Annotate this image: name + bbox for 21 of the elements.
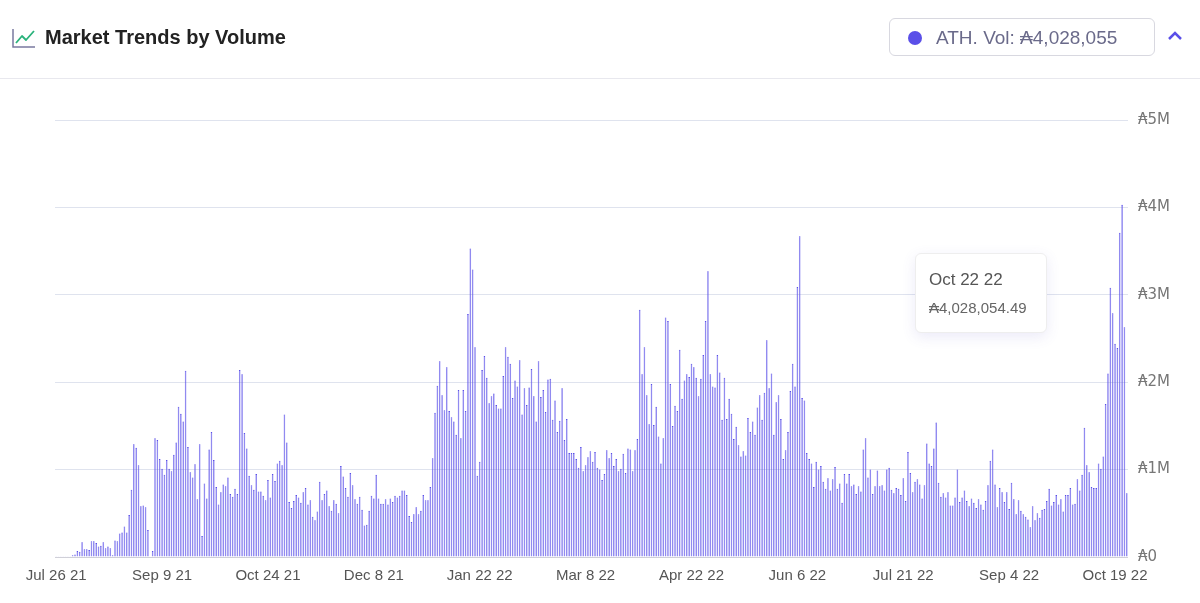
x-tick-label: Sep 9 21 [132,566,193,584]
annotation: ₳4,028,054.49 [929,299,1028,316]
text: ATH. Vol: ₳4,028,055 [889,18,1155,56]
x-tick-label: Apr 22 22 [658,566,725,584]
y-tick-label: ₳3M [1137,284,1170,303]
x-tick-label: Jun 6 22 [768,566,827,584]
annotation: Oct 22 22 [929,270,1004,290]
x-tick-label: Dec 8 21 [343,566,404,584]
x-tick-label: Oct 24 21 [235,566,301,584]
x-tick-label: Jul 26 21 [25,566,87,584]
x-tick-label: Sep 4 22 [979,566,1040,584]
x-tick-label: Jan 22 22 [446,566,513,584]
y-tick-label: ₳0 [1137,546,1158,565]
y-tick-label: ₳1M [1137,459,1170,478]
x-tick-label: Mar 8 22 [556,566,616,584]
y-tick-label: ₳5M [1137,109,1170,128]
chart-title: Market Trends by Volume [45,26,286,49]
x-tick-label: Oct 19 22 [1082,566,1148,584]
y-tick-label: ₳4M [1137,197,1170,216]
x-tick-label: Jul 21 22 [872,566,934,584]
y-tick-label: ₳2M [1137,372,1170,391]
